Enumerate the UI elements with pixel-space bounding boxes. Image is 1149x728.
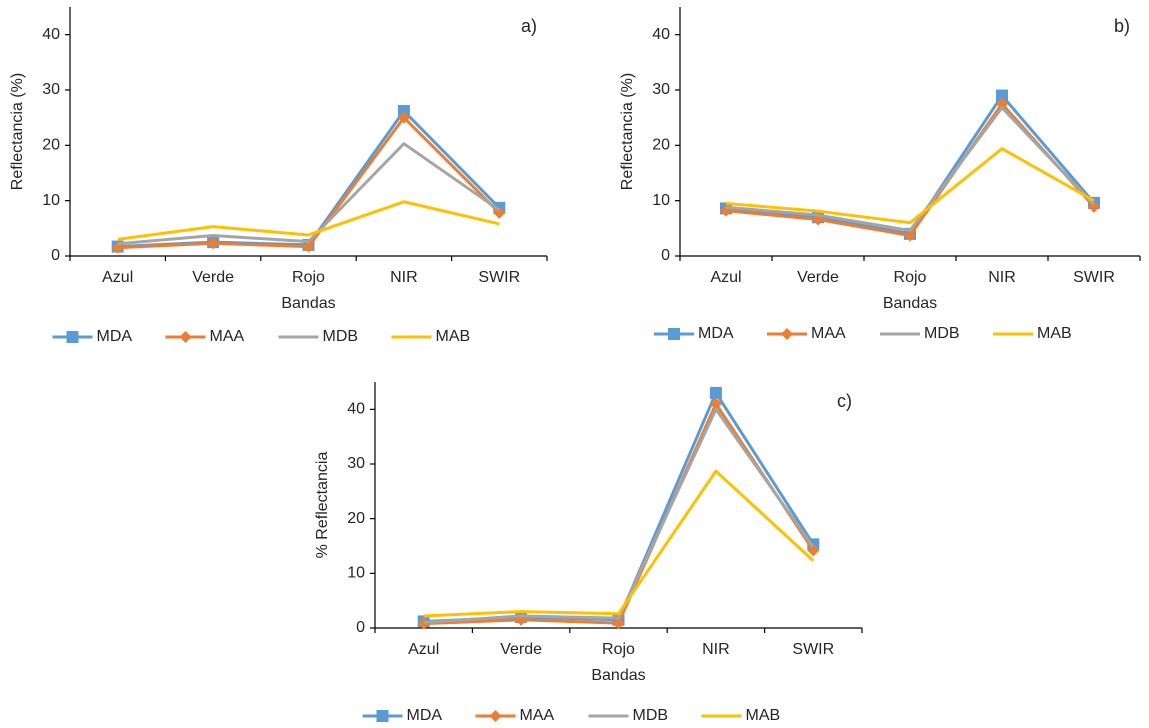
marker	[66, 331, 79, 343]
series-line	[725, 147, 1095, 225]
x-tick-label: Verde	[500, 641, 542, 658]
marker	[417, 617, 430, 630]
marker	[179, 331, 192, 343]
series-line	[423, 469, 815, 618]
legend-label: MAB	[746, 707, 781, 724]
marker	[489, 710, 502, 722]
x-axis-title: Bandas	[591, 667, 645, 684]
marker	[493, 206, 506, 219]
chart: 0 10 20 30 40 Azul Verde Rojo NIR SWIR Bandas % Ref…	[314, 382, 863, 724]
panel-label: c)	[837, 391, 852, 411]
marker	[612, 617, 625, 630]
marker	[709, 397, 722, 410]
series-line	[117, 116, 501, 250]
y-tick-label: 0	[51, 247, 60, 264]
marker	[302, 240, 315, 253]
legend-label: MAA	[811, 325, 846, 342]
x-axis-title: Bandas	[883, 295, 937, 312]
marker	[397, 111, 410, 124]
marker	[904, 229, 916, 242]
y-tick-label: 40	[652, 26, 670, 43]
y-tick-label: 20	[347, 510, 365, 527]
y-tick-label: 10	[42, 192, 60, 209]
x-tick-label: Azul	[710, 269, 741, 286]
x-tick-label: SWIR	[792, 641, 834, 658]
series-line	[725, 106, 1096, 233]
marker	[709, 386, 722, 399]
marker	[668, 328, 680, 340]
legend-label: MDB	[323, 328, 359, 345]
legend-label: MAA	[210, 328, 245, 345]
x-tick-label: Rojo	[602, 641, 635, 658]
y-axis-title: Reflectancia (%)	[9, 73, 26, 190]
y-tick-label: 30	[652, 81, 670, 98]
legend-label: MDA	[407, 707, 443, 724]
series-line	[117, 109, 501, 249]
series-line	[423, 402, 815, 626]
y-tick-label: 40	[42, 26, 60, 43]
legend-label: MAB	[436, 328, 471, 345]
marker	[376, 710, 389, 722]
x-tick-label: NIR	[390, 269, 418, 286]
marker	[397, 105, 410, 118]
x-tick-label: Rojo	[894, 269, 927, 286]
chart: 0 10 20 30 40 Azul Verde Rojo NIR SWIR Bandas Refle…	[619, 7, 1141, 342]
legend-label: MAB	[1037, 325, 1072, 342]
legend-label: MDA	[698, 325, 734, 342]
panel-label: a)	[521, 16, 537, 36]
panel-label: b)	[1114, 16, 1130, 36]
x-tick-label: Azul	[408, 641, 439, 658]
y-tick-label: 10	[347, 565, 365, 582]
marker	[996, 89, 1008, 102]
y-tick-label: 20	[42, 137, 60, 154]
marker	[996, 97, 1008, 110]
legend-label: MDB	[924, 325, 960, 342]
y-tick-label: 10	[652, 192, 670, 209]
y-tick-label: 40	[347, 401, 365, 418]
legend-label: MDB	[633, 707, 669, 724]
marker	[207, 237, 220, 250]
marker	[781, 328, 793, 340]
y-tick-label: 0	[356, 619, 365, 636]
marker	[1088, 200, 1100, 213]
y-axis-title: % Reflectancia	[314, 452, 331, 559]
legend-label: MDA	[97, 328, 133, 345]
chart: 0 10 20 30 40 Azul Verde Rojo NIR SWIR Bandas Refle…	[9, 7, 548, 345]
marker	[807, 544, 820, 557]
x-tick-label: NIR	[702, 641, 730, 658]
y-axis-title: Reflectancia (%)	[619, 73, 636, 190]
y-tick-label: 20	[652, 137, 670, 154]
y-tick-label: 30	[42, 81, 60, 98]
y-tick-label: 0	[661, 247, 670, 264]
x-tick-label: Verde	[797, 269, 839, 286]
series-line	[117, 142, 501, 246]
x-tick-label: Azul	[102, 269, 133, 286]
y-tick-label: 30	[347, 455, 365, 472]
x-tick-label: Rojo	[292, 269, 325, 286]
x-tick-label: SWIR	[478, 269, 520, 286]
series-line	[117, 200, 500, 241]
x-tick-label: NIR	[988, 269, 1016, 286]
x-tick-label: Verde	[192, 269, 234, 286]
legend-label: MAA	[520, 707, 555, 724]
x-tick-label: SWIR	[1073, 269, 1115, 286]
x-axis-title: Bandas	[281, 295, 335, 312]
series-line	[423, 407, 815, 625]
